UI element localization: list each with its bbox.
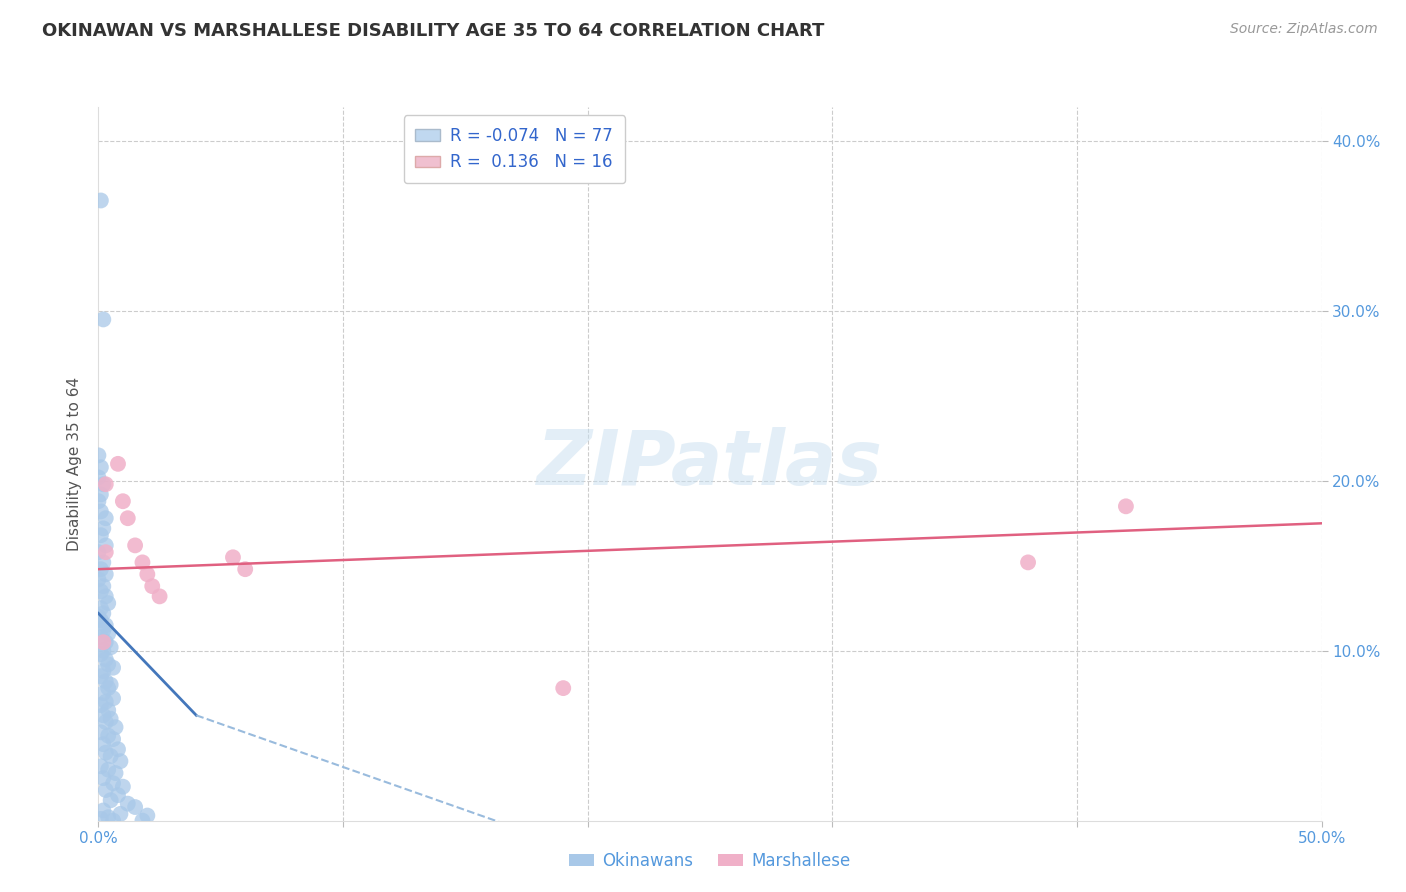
Point: [90, 630, 112, 644]
Point: [90, 613, 112, 627]
Point: [97, 763, 120, 777]
Point: [87, 609, 110, 624]
Point: [90, 647, 112, 661]
Point: [87, 448, 110, 462]
Point: [90, 194, 112, 208]
Point: [222, 550, 245, 565]
Point: [124, 538, 146, 552]
Point: [131, 814, 153, 828]
Point: [94, 477, 117, 491]
Point: [94, 567, 117, 582]
Point: [97, 703, 120, 717]
Point: [94, 715, 117, 730]
Point: [90, 812, 112, 826]
Point: [94, 783, 117, 797]
Point: [91, 804, 114, 818]
Point: [87, 573, 110, 587]
Point: [97, 657, 120, 672]
Point: [100, 749, 122, 764]
Point: [90, 725, 112, 739]
Point: [91, 664, 114, 678]
Point: [90, 601, 112, 615]
Point: [87, 470, 110, 484]
Point: [100, 793, 122, 807]
Point: [91, 555, 114, 569]
Point: [101, 732, 124, 747]
Point: [111, 494, 134, 508]
Point: [94, 652, 117, 666]
Point: [111, 780, 134, 794]
Point: [90, 584, 112, 599]
Point: [91, 708, 114, 723]
Point: [233, 562, 256, 576]
Point: [94, 545, 117, 559]
Point: [1017, 555, 1039, 569]
Point: [91, 644, 114, 658]
Point: [100, 678, 122, 692]
Point: [101, 691, 124, 706]
Point: [91, 312, 114, 326]
Point: [90, 669, 112, 683]
Point: [90, 562, 112, 576]
Point: [104, 720, 127, 734]
Point: [90, 759, 112, 773]
Point: [136, 808, 159, 822]
Point: [117, 511, 139, 525]
Text: ZIPatlas: ZIPatlas: [537, 427, 883, 500]
Point: [94, 674, 117, 689]
Point: [107, 457, 129, 471]
Point: [90, 487, 112, 501]
Point: [94, 635, 117, 649]
Point: [94, 746, 117, 760]
Point: [101, 776, 124, 790]
Point: [91, 624, 114, 638]
Point: [91, 635, 114, 649]
Point: [90, 504, 112, 518]
Point: [90, 460, 112, 475]
Point: [94, 618, 117, 632]
Point: [97, 626, 120, 640]
Point: [97, 810, 120, 824]
Point: [136, 567, 159, 582]
Point: [91, 477, 114, 491]
Text: Source: ZipAtlas.com: Source: ZipAtlas.com: [1230, 22, 1378, 37]
Y-axis label: Disability Age 35 to 64: Disability Age 35 to 64: [67, 376, 83, 551]
Text: OKINAWAN VS MARSHALLESE DISABILITY AGE 35 TO 64 CORRELATION CHART: OKINAWAN VS MARSHALLESE DISABILITY AGE 3…: [42, 22, 824, 40]
Point: [104, 766, 127, 780]
Point: [553, 681, 575, 695]
Point: [1115, 500, 1137, 514]
Point: [91, 737, 114, 751]
Point: [101, 661, 124, 675]
Legend: Okinawans, Marshallese: Okinawans, Marshallese: [562, 846, 858, 877]
Point: [90, 698, 112, 712]
Point: [107, 788, 129, 802]
Point: [149, 590, 172, 604]
Point: [100, 712, 122, 726]
Point: [110, 806, 132, 821]
Point: [131, 555, 153, 569]
Point: [94, 538, 117, 552]
Point: [87, 545, 110, 559]
Point: [91, 686, 114, 700]
Point: [117, 797, 139, 811]
Point: [107, 742, 129, 756]
Point: [94, 590, 117, 604]
Point: [90, 528, 112, 542]
Point: [94, 511, 117, 525]
Point: [91, 607, 114, 621]
Point: [91, 579, 114, 593]
Point: [97, 729, 120, 743]
Point: [124, 800, 146, 814]
Point: [100, 640, 122, 655]
Point: [91, 771, 114, 785]
Point: [101, 814, 124, 828]
Point: [91, 521, 114, 535]
Point: [97, 681, 120, 695]
Point: [141, 579, 163, 593]
Point: [110, 754, 132, 768]
Point: [97, 596, 120, 610]
Point: [94, 695, 117, 709]
Point: [87, 494, 110, 508]
